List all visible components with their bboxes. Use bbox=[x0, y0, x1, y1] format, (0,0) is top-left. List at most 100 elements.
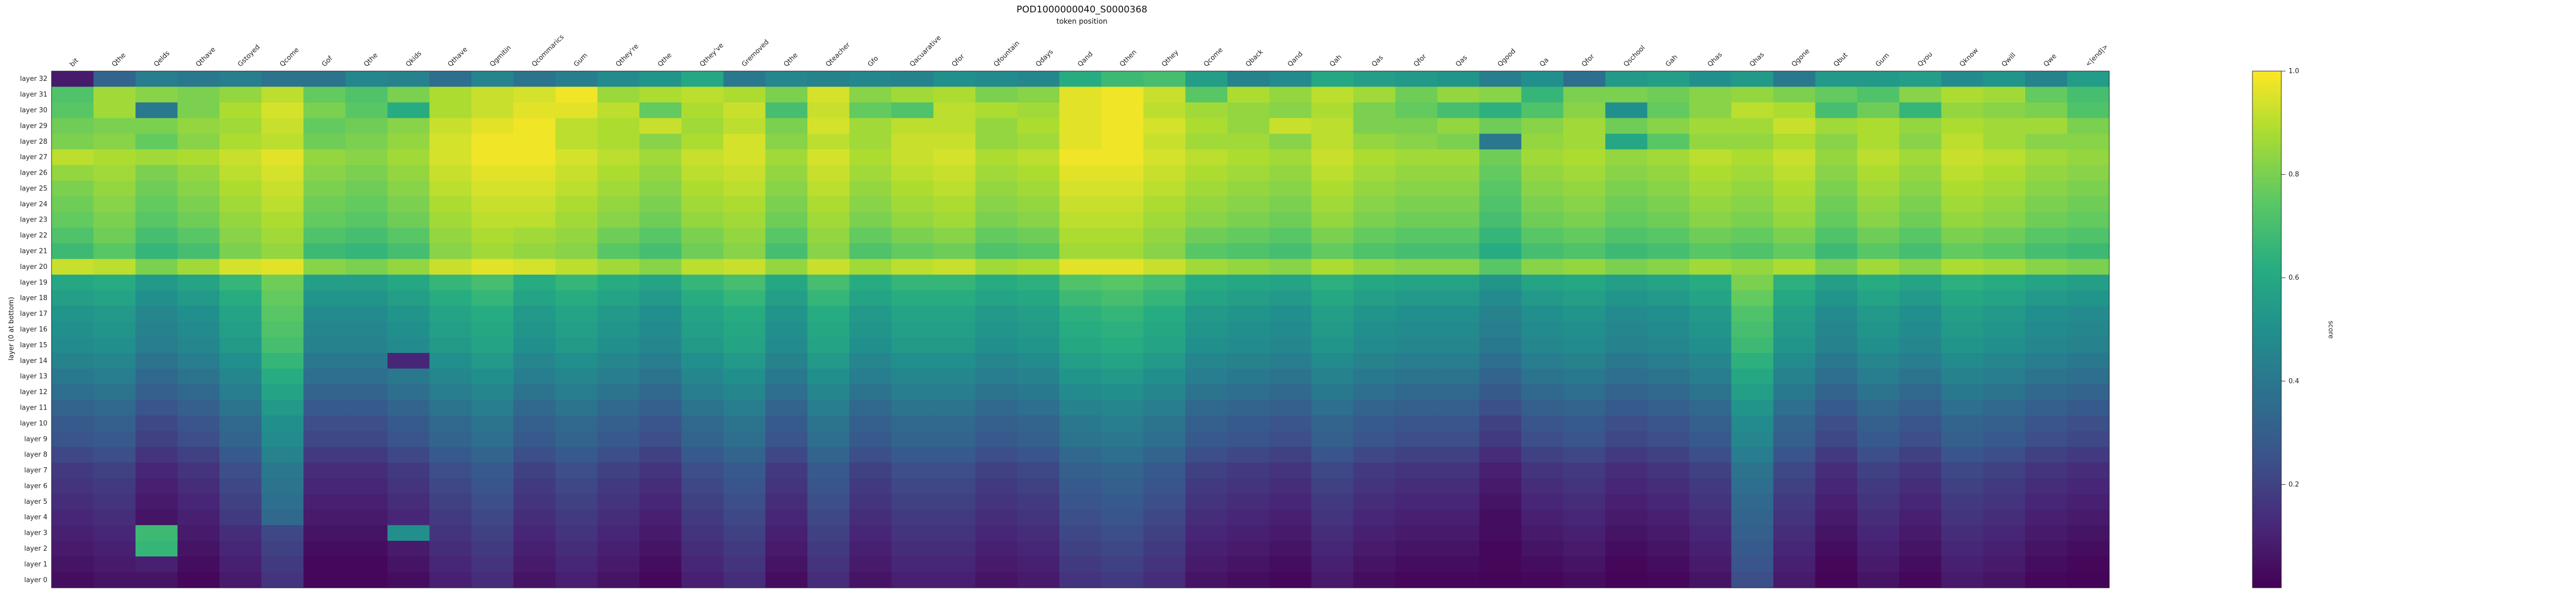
heatmap-cell bbox=[2067, 227, 2110, 244]
heatmap-cell bbox=[639, 494, 682, 510]
heatmap-cell bbox=[1605, 149, 1648, 165]
heatmap-cell bbox=[1563, 87, 1606, 103]
heatmap-cell bbox=[1017, 87, 1060, 103]
heatmap-cell bbox=[1101, 337, 1144, 353]
heatmap-cell bbox=[1017, 165, 1060, 181]
heatmap-cell bbox=[2025, 509, 2068, 526]
x-tick-label: Qthen bbox=[1118, 48, 1139, 69]
heatmap-cell bbox=[93, 540, 136, 557]
heatmap-cell bbox=[1185, 337, 1228, 353]
heatmap-cell bbox=[555, 165, 598, 181]
x-tick-label: bit bbox=[69, 57, 80, 69]
heatmap-cell bbox=[1101, 71, 1144, 87]
heatmap-cell bbox=[1899, 321, 1942, 338]
heatmap-cell bbox=[219, 133, 262, 150]
heatmap-cell bbox=[135, 494, 178, 510]
heatmap-cell bbox=[1647, 368, 1690, 385]
heatmap-cell bbox=[1395, 259, 1438, 275]
y-tick-label: layer 16 bbox=[20, 326, 47, 334]
heatmap-cell bbox=[513, 102, 556, 118]
heatmap-cell bbox=[1185, 243, 1228, 260]
heatmap-cell bbox=[513, 368, 556, 385]
heatmap-cell bbox=[681, 384, 724, 400]
heatmap-cell bbox=[513, 337, 556, 353]
heatmap-cell bbox=[513, 196, 556, 213]
heatmap-cell bbox=[1269, 478, 1312, 495]
heatmap-cell bbox=[1479, 87, 1522, 103]
heatmap-cell bbox=[1815, 259, 1858, 275]
heatmap-cell bbox=[1605, 478, 1648, 495]
heatmap-cell bbox=[1101, 118, 1144, 134]
heatmap-cell bbox=[471, 368, 514, 385]
heatmap-cell bbox=[1815, 337, 1858, 353]
heatmap-cell bbox=[1185, 384, 1228, 400]
heatmap-cell bbox=[765, 572, 808, 588]
heatmap-cell bbox=[1689, 478, 1732, 495]
heatmap-cell bbox=[1437, 259, 1480, 275]
heatmap-cell bbox=[1689, 400, 1732, 416]
heatmap-cell bbox=[1437, 478, 1480, 495]
heatmap-cell bbox=[723, 321, 766, 338]
heatmap-cell bbox=[1143, 305, 1186, 322]
heatmap-cell bbox=[1815, 368, 1858, 385]
heatmap-cell bbox=[429, 494, 472, 510]
heatmap-cell bbox=[1899, 478, 1942, 495]
heatmap-cell bbox=[1059, 384, 1102, 400]
heatmap-cell bbox=[303, 227, 346, 244]
heatmap-cell bbox=[849, 431, 892, 448]
heatmap-cell bbox=[1017, 133, 1060, 150]
heatmap-cell bbox=[1269, 102, 1312, 118]
heatmap-cell bbox=[1563, 540, 1606, 557]
heatmap-cell bbox=[261, 478, 304, 495]
heatmap-cell bbox=[513, 540, 556, 557]
heatmap-cell bbox=[1857, 368, 1900, 385]
x-tick-label: Qschool bbox=[1622, 44, 1647, 69]
heatmap-cell bbox=[1143, 447, 1186, 463]
heatmap-cell bbox=[303, 180, 346, 197]
heatmap-cell bbox=[135, 368, 178, 385]
heatmap-cell bbox=[1437, 556, 1480, 573]
heatmap-cell bbox=[1941, 133, 1984, 150]
heatmap-cell bbox=[1857, 71, 1900, 87]
heatmap-cell bbox=[1437, 290, 1480, 307]
heatmap-cell bbox=[1269, 321, 1312, 338]
heatmap-cell bbox=[891, 133, 934, 150]
heatmap-cell bbox=[1395, 71, 1438, 87]
heatmap-cell bbox=[1731, 133, 1774, 150]
heatmap-cell bbox=[807, 118, 850, 134]
heatmap-cell bbox=[219, 243, 262, 260]
heatmap-cell bbox=[1017, 180, 1060, 197]
heatmap-cell bbox=[1773, 227, 1816, 244]
heatmap-cell bbox=[1101, 447, 1144, 463]
heatmap-cell bbox=[1941, 196, 1984, 213]
x-tick-label: Qwe bbox=[2042, 53, 2058, 69]
heatmap-cell bbox=[345, 243, 388, 260]
heatmap-cell bbox=[1773, 353, 1816, 369]
heatmap-cell bbox=[849, 415, 892, 432]
heatmap-cell bbox=[1857, 227, 1900, 244]
heatmap-cell bbox=[1437, 227, 1480, 244]
heatmap-cell bbox=[303, 275, 346, 291]
heatmap-cell bbox=[1185, 87, 1228, 103]
heatmap-cell bbox=[1101, 196, 1144, 213]
heatmap-cell bbox=[1605, 259, 1648, 275]
heatmap-cell bbox=[1689, 212, 1732, 228]
heatmap-cell bbox=[135, 353, 178, 369]
heatmap-cell bbox=[1563, 165, 1606, 181]
heatmap-cell bbox=[52, 149, 94, 165]
heatmap-cell bbox=[1143, 196, 1186, 213]
x-tick-label: Gfo bbox=[867, 55, 880, 69]
heatmap-cell bbox=[681, 494, 724, 510]
heatmap-cell bbox=[177, 102, 220, 118]
heatmap-cell bbox=[2067, 321, 2110, 338]
heatmap-cell bbox=[1017, 540, 1060, 557]
heatmap-cell bbox=[1395, 149, 1438, 165]
heatmap-cell bbox=[2025, 494, 2068, 510]
heatmap-cell bbox=[219, 102, 262, 118]
heatmap-cell bbox=[471, 462, 514, 479]
heatmap-cell bbox=[2025, 478, 2068, 495]
heatmap-cell bbox=[2067, 540, 2110, 557]
heatmap-cell bbox=[639, 478, 682, 495]
heatmap-cell bbox=[639, 180, 682, 197]
heatmap-cell bbox=[1941, 118, 1984, 134]
